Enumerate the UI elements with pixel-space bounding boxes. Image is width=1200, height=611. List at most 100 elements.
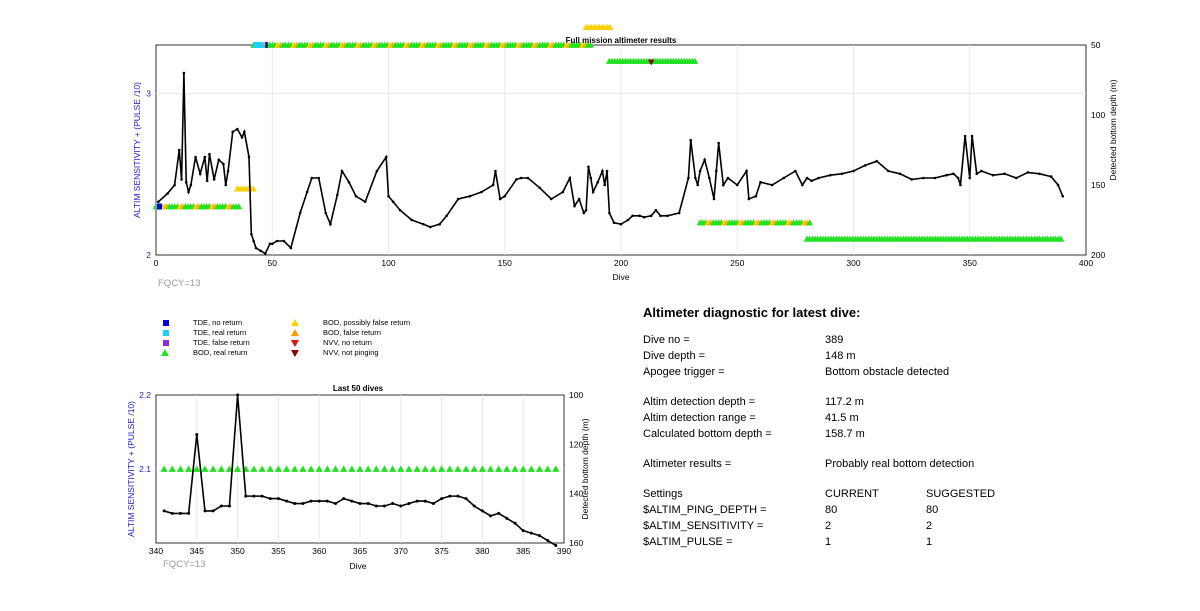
bottom-depth-point (219, 504, 223, 508)
altimeter-diagnostic-panel: Altimeter diagnostic for latest dive: Di… (643, 305, 1163, 552)
bottom-depth-point (468, 194, 472, 198)
bottom-depth-point (363, 200, 367, 204)
bottom-depth-point (180, 178, 183, 181)
marker-triangle (495, 465, 503, 472)
bottom-depth-point (970, 134, 974, 138)
bottom-depth-point (975, 172, 979, 176)
bottom-depth-point (817, 176, 820, 180)
diagnostic-row: Altimeter results = Probably real bottom … (643, 458, 1163, 474)
bottom-depth-point (529, 531, 533, 535)
marker-triangle (266, 465, 274, 472)
marker-triangle (446, 465, 454, 472)
bottom-depth-point (759, 180, 762, 184)
bottom-depth-point (945, 173, 948, 177)
bottom-depth-point (921, 176, 925, 180)
bottom-depth-point (956, 176, 960, 180)
x-tick-label: 370 (394, 546, 408, 556)
bottom-depth-point (157, 200, 160, 204)
bottom-depth-point (227, 504, 231, 508)
bottom-depth-point (205, 179, 209, 183)
bottom-depth-point (980, 169, 983, 173)
y-tick-label-right: 160 (569, 538, 583, 548)
bottom-depth-point (354, 194, 358, 198)
row-label: $ALTIM_PULSE = (643, 536, 733, 548)
marker-triangle (503, 465, 511, 472)
bottom-depth-point (254, 246, 258, 250)
footnote: FQCY=13 (158, 278, 201, 289)
x-tick-label: 300 (846, 258, 860, 268)
diagnostic-row: Altim detection range = 41.5 m (643, 412, 1163, 428)
bottom-depth-point (963, 134, 967, 138)
marker-triangle (511, 465, 519, 472)
bottom-depth-point (805, 176, 809, 180)
bottom-depth-point (231, 130, 235, 134)
bottom-depth-point (301, 502, 305, 506)
y-tick-label-right: 100 (1091, 110, 1105, 120)
bottom-depth-point (654, 208, 658, 212)
bottom-depth-point (933, 176, 937, 180)
bottom-depth-point (828, 173, 832, 177)
bottom-depth-point (226, 169, 230, 173)
marker-triangle (454, 465, 462, 472)
marker-triangle (176, 465, 185, 472)
bottom-depth-point (498, 197, 502, 201)
y-tick-label-right: 150 (1091, 180, 1105, 190)
legend-label: BOD, possibly false return (323, 318, 411, 327)
x-tick-label: 150 (498, 258, 512, 268)
x-tick-label: 340 (149, 546, 163, 556)
marker-triangle (291, 465, 299, 472)
marker-triangle (389, 465, 397, 472)
bottom-depth-point (666, 214, 669, 218)
marker-triangle (470, 465, 478, 472)
bottom-depth-point (325, 499, 329, 503)
x-tick-label: 350 (963, 258, 977, 268)
bottom-depth-point (263, 252, 267, 255)
bottom-depth-point (747, 197, 751, 201)
bottom-depth-point (259, 249, 262, 253)
bottom-depth-point (480, 509, 484, 513)
marker-triangle (1057, 235, 1065, 242)
grid (156, 45, 1086, 255)
bottom-depth-point (538, 534, 542, 538)
bottom-depth-point (340, 169, 344, 173)
bottom-depth-point (1014, 176, 1018, 180)
bottom-depth-point (208, 152, 211, 156)
bottom-depth-point (282, 239, 286, 243)
marker-triangle (225, 465, 234, 472)
bottom-depth-point (456, 494, 460, 498)
bottom-depth-point (513, 521, 517, 525)
bottom-depth-point (162, 509, 166, 513)
row-value: Probably real bottom detection (825, 458, 975, 470)
bottom-depth-point (170, 511, 174, 515)
bottom-depth-point (582, 211, 586, 215)
bottom-depth-point (236, 127, 239, 131)
diagnostic-row: Calculated bottom depth = 158.7 m (643, 428, 1163, 444)
bottom-depth-point (252, 494, 256, 498)
marker-triangle (250, 185, 257, 192)
bottom-depth-point (605, 169, 609, 173)
marker-triangle (397, 465, 405, 472)
bottom-depth-point (703, 158, 706, 162)
bottom-depth-point (659, 214, 662, 218)
row-label: Dive depth = (643, 350, 706, 362)
bottom-depth-point (448, 494, 452, 498)
bottom-depth-point (211, 509, 215, 513)
bottom-depth-point (968, 176, 972, 180)
marker-triangle (193, 465, 201, 472)
bottom-depth-point (591, 190, 595, 194)
bottom-depth-point (270, 242, 274, 246)
bottom-depth-point (782, 176, 786, 180)
row-value: 80 (825, 504, 838, 516)
bottom-depth-point (423, 499, 427, 503)
diagnostic-row: Dive depth = 148 m (643, 350, 1163, 366)
bottom-depth-point (538, 186, 541, 190)
row-suggested: 1 (926, 536, 933, 548)
bottom-depth-point (1056, 183, 1060, 187)
row-label: $ALTIM_PING_DEPTH = (643, 504, 767, 516)
marker-triangle (323, 465, 331, 472)
bottom-depth-point (840, 172, 844, 176)
bottom-depth-point (358, 502, 362, 506)
bottom-depth-point (689, 138, 693, 142)
bottom-depth-point (298, 211, 302, 215)
marker-triangle (331, 465, 340, 472)
